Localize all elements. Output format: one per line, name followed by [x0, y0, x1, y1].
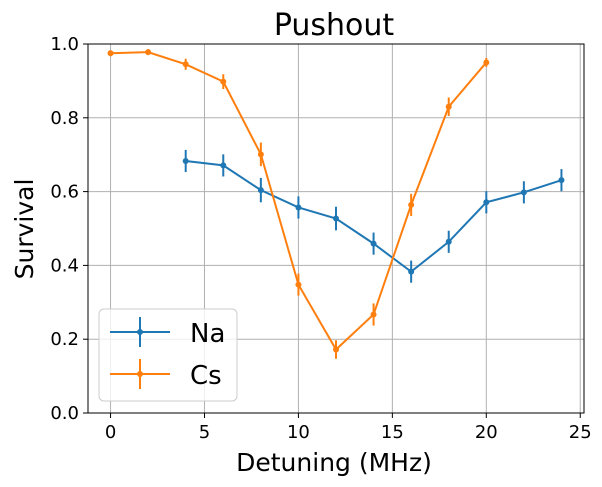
legend-item-cs: Cs — [110, 359, 222, 391]
series-na-point — [295, 204, 302, 211]
series-cs-point — [408, 201, 415, 208]
series-cs-point — [182, 61, 189, 68]
series-cs-point — [333, 346, 339, 353]
y-tick-label: 0.0 — [50, 403, 79, 424]
series-na-point — [520, 189, 527, 196]
plot-frame — [87, 43, 585, 414]
series-na-point — [483, 199, 490, 206]
y-tick-label: 0.6 — [50, 182, 79, 203]
series-cs-point — [295, 281, 302, 288]
series-na-point — [370, 240, 377, 247]
series-na-point — [408, 268, 415, 275]
series-na-point — [445, 238, 452, 245]
x-tick-label: 10 — [287, 422, 310, 443]
series-cs-point — [107, 50, 114, 57]
chart-title: Pushout — [274, 8, 395, 43]
ticks-layer: 0 5 10 15 20 25 0.0 0.2 0.4 0.6 0.8 1.0 — [50, 34, 591, 443]
series-cs-point — [257, 151, 264, 158]
x-axis-label: Detuning (MHz) — [236, 448, 432, 477]
series-na-point — [558, 177, 565, 184]
y-axis-label: Survival — [10, 179, 39, 280]
series-layer — [107, 49, 565, 359]
series-na-point — [182, 157, 189, 164]
series-cs-point — [445, 103, 452, 110]
x-tick-label: 0 — [105, 422, 116, 443]
series-cs-point — [145, 49, 152, 56]
legend-cs-marker — [137, 371, 143, 377]
series-cs-point — [370, 311, 377, 318]
series-na-line — [185, 159, 562, 273]
legend: Na Cs — [98, 308, 238, 402]
series-na-point — [257, 187, 264, 194]
legend-cs-label: Cs — [190, 361, 222, 391]
y-tick-label: 1.0 — [50, 34, 79, 55]
x-tick-label: 15 — [381, 422, 404, 443]
legend-na-label: Na — [190, 319, 225, 349]
y-tick-label: 0.8 — [50, 108, 79, 129]
x-tick-label: 20 — [475, 422, 498, 443]
series-cs-point — [220, 78, 227, 85]
series-cs — [107, 49, 490, 359]
series-na — [182, 149, 565, 283]
x-tick-label: 25 — [569, 422, 592, 443]
legend-na-marker — [137, 329, 143, 335]
series-na-point — [220, 162, 227, 169]
y-tick-label: 0.4 — [50, 255, 79, 276]
y-tick-label: 0.2 — [50, 329, 79, 350]
legend-item-na: Na — [110, 317, 225, 349]
series-na-point — [333, 215, 339, 222]
x-tick-label: 5 — [199, 422, 210, 443]
series-cs-point — [483, 59, 490, 66]
